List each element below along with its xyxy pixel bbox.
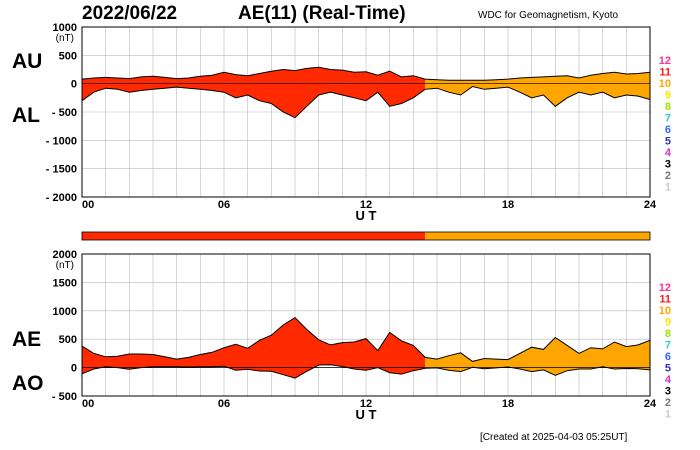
panel1-legend-item: 3 — [665, 159, 671, 171]
panel1-band-final — [82, 67, 426, 118]
panel1-y-tick-label: 0 — [71, 79, 77, 91]
panel2-y-tick-label: 0 — [71, 363, 77, 375]
panel2-series-ae-line — [81, 316, 651, 362]
panel2-legend-item: 11 — [659, 294, 671, 306]
panel2-legend-item: 6 — [665, 351, 671, 363]
panel2-y-tick-label: 1000 — [53, 306, 77, 318]
panel1-legend-item: 7 — [665, 113, 671, 125]
panel2-legend-item: 3 — [665, 386, 671, 398]
panel1-series-au-line — [81, 66, 651, 81]
au-label: AU — [12, 50, 43, 73]
panel2-x-tick-label: 06 — [218, 398, 230, 410]
panel1-legend-item: 1 — [665, 182, 671, 194]
panel1-legend-item: 11 — [659, 67, 671, 79]
created-timestamp: [Created at 2025-04-03 05:25UT] — [480, 432, 628, 443]
status-bar-frame — [81, 231, 651, 241]
panel1-y-tick-label: - 1500 — [46, 164, 77, 176]
panel2-legend-item: 10 — [659, 305, 671, 317]
panel1-x-tick-label: 06 — [218, 199, 230, 211]
panel1-legend-item: 8 — [665, 101, 671, 113]
panel2-y-tick-label: 500 — [59, 334, 77, 346]
panel2-legend-item: 7 — [665, 340, 671, 352]
panel1-x-tick-label: 12 — [360, 199, 372, 211]
panel2-y-tick-label: - 500 — [52, 391, 77, 403]
panel1-legend-item: 10 — [659, 78, 671, 90]
chart-date: 2022/06/22 — [82, 3, 178, 24]
panel1-unit-label: (nT) — [56, 33, 74, 44]
panel1-legend-item: 5 — [665, 136, 671, 148]
panel2-legend-item: 5 — [665, 363, 671, 375]
panel2-x-tick-label: 00 — [82, 398, 94, 410]
panel2-legend-item: 1 — [665, 409, 671, 421]
panel2-series-ao-line — [81, 364, 651, 379]
status-bar-realtime — [425, 232, 650, 240]
panel2-x-axis-label: U T — [356, 407, 377, 422]
panel1-x-tick-label: 24 — [644, 199, 657, 211]
panel1-y-tick-label: - 500 — [52, 107, 77, 119]
panel2-unit-label: (nT) — [56, 260, 74, 271]
panel2-legend-item: 4 — [665, 374, 672, 386]
panel1-y-tick-label: 1000 — [53, 22, 77, 34]
panel2-band-realtime — [425, 337, 650, 376]
al-label: AL — [12, 104, 40, 127]
panel2-x-tick-label: 18 — [502, 398, 514, 410]
panel1-legend-item: 6 — [665, 124, 671, 136]
data-source: WDC for Geomagnetism, Kyoto — [478, 10, 619, 21]
panel1-y-tick-label: - 1000 — [46, 135, 77, 147]
panel1-legend-item: 4 — [665, 147, 672, 159]
panel2-x-tick-label: 12 — [360, 398, 372, 410]
panel2-x-tick-label: 24 — [644, 398, 657, 410]
panel2-y-tick-label: 2000 — [53, 249, 77, 261]
panel1-frame — [81, 26, 651, 198]
panel2-frame — [81, 253, 651, 397]
panel2-legend-item: 12 — [659, 282, 671, 294]
panel1-legend-item: 12 — [659, 55, 671, 67]
panel2-y-tick-label: 1500 — [53, 277, 77, 289]
panel1-y-tick-label: - 2000 — [46, 192, 77, 204]
panel1-x-tick-label: 18 — [502, 199, 514, 211]
panel1-legend-item: 2 — [665, 170, 671, 182]
panel1-legend-item: 9 — [665, 90, 671, 102]
panel2-band-final — [82, 317, 426, 379]
chart-title: AE(11) (Real-Time) — [238, 3, 406, 24]
panel2-legend-item: 8 — [665, 328, 671, 340]
ao-label: AO — [12, 372, 44, 395]
panel1-x-axis-label: U T — [356, 208, 377, 223]
panel2-legend-item: 9 — [665, 317, 671, 329]
panel1-x-tick-label: 00 — [82, 199, 94, 211]
panel1-series-al-line — [81, 85, 651, 119]
panel1-y-tick-label: 500 — [59, 50, 77, 62]
ae-label: AE — [12, 328, 42, 351]
panel2-legend-item: 2 — [665, 397, 671, 409]
status-bar-final — [82, 232, 426, 240]
